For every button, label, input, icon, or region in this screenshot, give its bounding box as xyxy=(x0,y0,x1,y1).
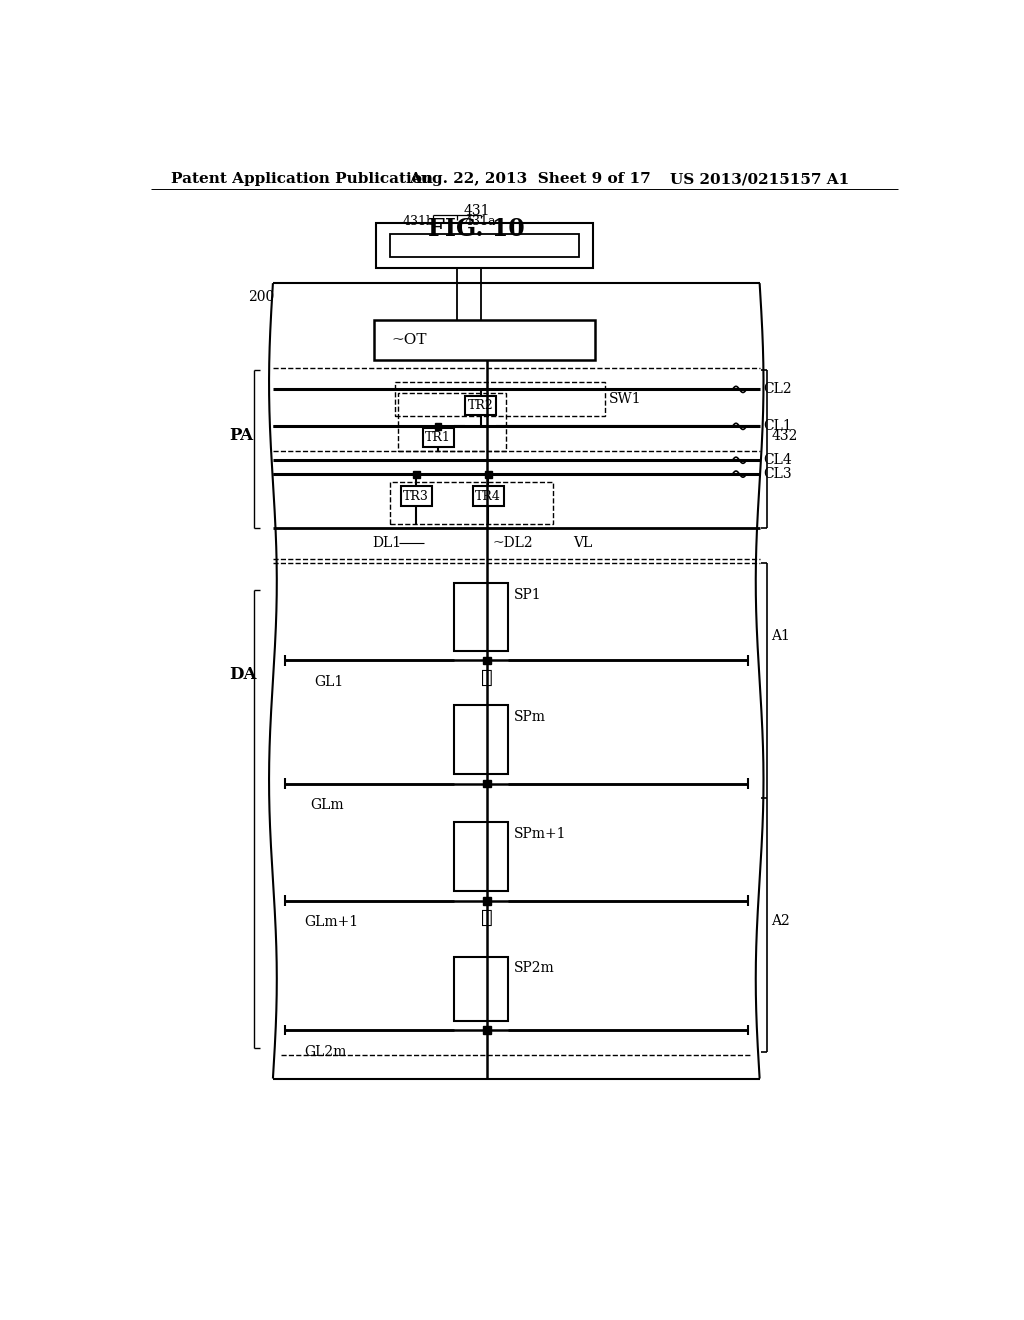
Bar xyxy=(434,422,441,430)
Text: CL2: CL2 xyxy=(764,383,793,396)
Bar xyxy=(376,223,593,268)
Text: VL: VL xyxy=(573,536,593,550)
Text: GLm+1: GLm+1 xyxy=(304,915,358,929)
Bar xyxy=(454,957,508,1020)
Text: SPm: SPm xyxy=(514,710,546,723)
Bar xyxy=(483,656,490,664)
Bar xyxy=(465,396,496,414)
Text: CL1: CL1 xyxy=(764,420,793,433)
Text: 431b: 431b xyxy=(402,215,434,228)
Text: A2: A2 xyxy=(771,913,790,928)
Bar xyxy=(483,1026,490,1034)
Text: SP1: SP1 xyxy=(514,587,542,602)
Text: US 2013/0215157 A1: US 2013/0215157 A1 xyxy=(671,172,850,186)
Bar xyxy=(413,471,420,478)
Bar xyxy=(400,486,432,507)
Text: 200: 200 xyxy=(248,290,274,304)
Text: A1: A1 xyxy=(771,628,791,643)
Text: SPm+1: SPm+1 xyxy=(514,826,566,841)
Text: CL4: CL4 xyxy=(764,453,793,467)
Bar xyxy=(485,471,492,478)
Bar xyxy=(454,705,508,775)
Text: TR2: TR2 xyxy=(468,399,494,412)
Text: TR4: TR4 xyxy=(475,490,501,503)
Text: 431: 431 xyxy=(464,203,490,218)
Text: GLm: GLm xyxy=(310,799,344,812)
Text: TR3: TR3 xyxy=(403,490,429,503)
Bar xyxy=(483,896,490,904)
Text: SW1: SW1 xyxy=(608,392,641,407)
Text: TR1: TR1 xyxy=(425,432,451,444)
Bar xyxy=(483,780,490,788)
Text: SP2m: SP2m xyxy=(514,961,555,975)
Bar xyxy=(423,428,454,447)
Bar xyxy=(454,583,508,651)
Text: FIG. 10: FIG. 10 xyxy=(428,218,525,242)
Text: 431a: 431a xyxy=(465,215,497,228)
Text: ⋮: ⋮ xyxy=(481,909,493,928)
Text: GL2m: GL2m xyxy=(304,1044,346,1059)
Bar xyxy=(395,381,604,416)
Bar xyxy=(390,234,579,257)
Bar xyxy=(454,822,508,891)
Text: DL1: DL1 xyxy=(372,536,401,550)
Text: ~DL2: ~DL2 xyxy=(493,536,532,550)
Text: ~OT: ~OT xyxy=(391,333,427,347)
Text: Patent Application Publication: Patent Application Publication xyxy=(171,172,432,186)
Bar xyxy=(375,321,595,360)
Text: Aug. 22, 2013  Sheet 9 of 17: Aug. 22, 2013 Sheet 9 of 17 xyxy=(410,172,651,186)
Text: PA: PA xyxy=(228,428,253,444)
Bar xyxy=(397,393,506,451)
Bar xyxy=(390,482,553,524)
Text: CL3: CL3 xyxy=(764,467,793,480)
Bar xyxy=(473,486,504,507)
Text: 432: 432 xyxy=(771,429,798,442)
Text: DA: DA xyxy=(228,665,256,682)
Text: ⋮: ⋮ xyxy=(481,669,493,688)
Text: GL1: GL1 xyxy=(314,675,343,689)
